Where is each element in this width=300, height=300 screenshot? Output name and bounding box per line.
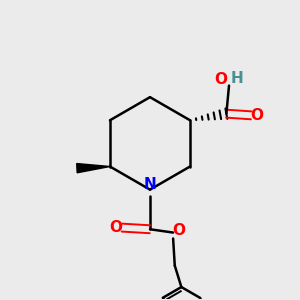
Text: O: O <box>214 72 227 87</box>
Text: N: N <box>144 177 156 192</box>
Text: O: O <box>250 108 263 123</box>
Polygon shape <box>77 164 110 173</box>
Text: O: O <box>172 224 186 238</box>
Text: H: H <box>231 71 244 86</box>
Text: O: O <box>110 220 122 235</box>
